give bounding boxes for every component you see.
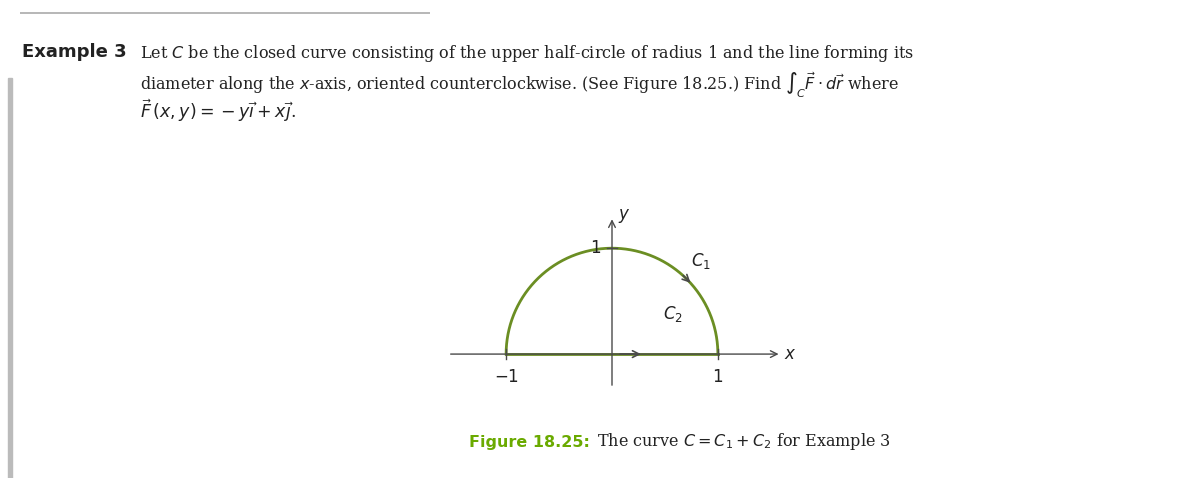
Text: Let $C$ be the closed curve consisting of the upper half-circle of radius 1 and : Let $C$ be the closed curve consisting o… xyxy=(140,43,914,64)
Text: $-1$: $-1$ xyxy=(493,369,518,386)
Text: $1$: $1$ xyxy=(713,369,724,386)
Text: $1$: $1$ xyxy=(590,239,601,257)
Bar xyxy=(8,78,12,478)
Text: $C_2$: $C_2$ xyxy=(662,304,683,324)
Text: $x$: $x$ xyxy=(784,346,796,363)
Text: diameter along the $x$-axis, oriented counterclockwise. (See Figure 18.25.) Find: diameter along the $x$-axis, oriented co… xyxy=(140,70,899,100)
Text: $\vec{F}\,(x,y) = -y\vec{\imath} + x\vec{\jmath}$.: $\vec{F}\,(x,y) = -y\vec{\imath} + x\vec… xyxy=(140,97,296,124)
Text: $C_1$: $C_1$ xyxy=(691,251,712,271)
Text: Example 3: Example 3 xyxy=(22,43,127,61)
Text: $y$: $y$ xyxy=(618,207,631,226)
Text: Figure 18.25:: Figure 18.25: xyxy=(469,435,590,449)
Text: The curve $C = C_1 + C_2$ for Example 3: The curve $C = C_1 + C_2$ for Example 3 xyxy=(592,432,890,453)
